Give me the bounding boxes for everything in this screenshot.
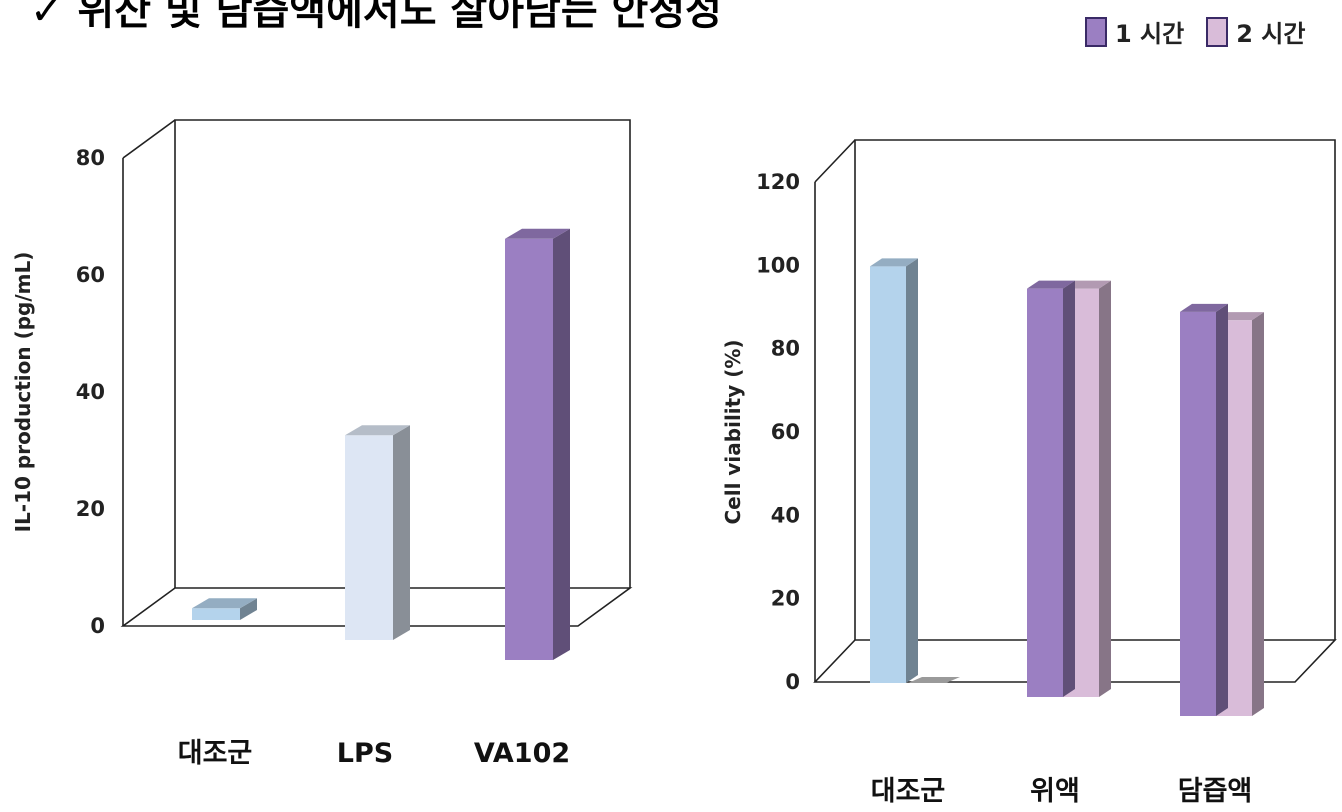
bar-control-2h-empty xyxy=(908,677,960,683)
y-tick-label: 80 xyxy=(771,337,800,361)
bar-1-1h-side xyxy=(1063,280,1075,697)
bar-1-front xyxy=(345,435,393,640)
legend: 1 시간 2 시간 xyxy=(1085,14,1327,49)
y-tick-label: 0 xyxy=(90,614,105,638)
x-category-label: VA102 xyxy=(474,738,570,769)
back-wall xyxy=(854,139,1336,640)
bar-2-front xyxy=(505,238,553,661)
legend-swatch-1h xyxy=(1085,16,1107,47)
bar-2-1h-side xyxy=(1216,303,1228,716)
bar-1-2h-side xyxy=(1099,280,1111,697)
legend-label-2h: 2 시간 xyxy=(1236,20,1306,48)
bar-1-1h-front xyxy=(1027,288,1063,697)
back-wall xyxy=(174,119,631,588)
bar-0-front xyxy=(192,608,240,620)
bar-2-side xyxy=(553,228,570,661)
x-category-label: 대조군 xyxy=(178,738,253,769)
y-tick-label: 40 xyxy=(771,503,800,527)
il10-chart: 0 20 40 60 80 IL-10 production (pg/mL) 대조군 LPS V… xyxy=(11,119,633,769)
bar-0-side xyxy=(240,598,257,620)
y-tick-label: 80 xyxy=(76,146,105,170)
bar-0-top xyxy=(192,598,257,609)
bar-0 xyxy=(192,598,257,620)
bar-2-1h xyxy=(1180,303,1228,716)
bar-2-2h-side xyxy=(1252,312,1264,716)
y-tick-label: 0 xyxy=(785,670,800,694)
figure-headline: ✓ 위산 및 담즙액에서도 살아남는 안정성 xyxy=(30,0,722,34)
bar-1-1h-top xyxy=(1027,280,1075,289)
y-tick-label: 100 xyxy=(756,253,800,277)
legend-item-2h: 2 시간 xyxy=(1206,14,1305,49)
bar-1-1h xyxy=(1027,280,1075,697)
y-axis-label: Cell viability (%) xyxy=(721,339,745,524)
x-category-label: LPS xyxy=(337,738,393,769)
legend-swatch-2h xyxy=(1206,16,1229,47)
x-category-label: 담즙액 xyxy=(1178,776,1253,807)
x-category-label: 위액 xyxy=(1030,776,1080,807)
y-tick-label: 40 xyxy=(76,380,105,404)
legend-label-1h: 1 시간 xyxy=(1115,20,1185,48)
bar-control-front xyxy=(870,266,906,683)
bar-2 xyxy=(505,228,570,661)
floor xyxy=(813,639,1337,683)
bar-control-top xyxy=(870,258,918,267)
bar-2-1h-front xyxy=(1180,311,1216,716)
y-tick-label: 60 xyxy=(76,263,105,287)
bar-1 xyxy=(345,425,410,640)
bar-control xyxy=(870,258,918,683)
y-tick-label: 20 xyxy=(76,497,105,521)
bar-2-1h-top xyxy=(1180,303,1228,312)
cell-viability-chart: 0 20 40 60 80 100 120 Cell viability (%) 대조군 위액 담즙… xyxy=(721,139,1337,807)
y-axis-label: IL-10 production (pg/mL) xyxy=(11,252,35,533)
left-axis-edge-top xyxy=(814,139,856,183)
bar-1-top xyxy=(345,425,410,436)
legend-item-1h: 1 시간 xyxy=(1085,14,1184,49)
bar-2-top xyxy=(505,228,570,239)
floor xyxy=(120,587,633,627)
y-tick-label: 20 xyxy=(771,587,800,611)
left-axis-edge-top xyxy=(122,119,176,159)
bar-1-side xyxy=(393,425,410,640)
x-category-label: 대조군 xyxy=(871,776,946,807)
bar-control-side xyxy=(906,258,918,683)
y-tick-label: 120 xyxy=(756,170,800,194)
y-tick-label: 60 xyxy=(771,420,800,444)
